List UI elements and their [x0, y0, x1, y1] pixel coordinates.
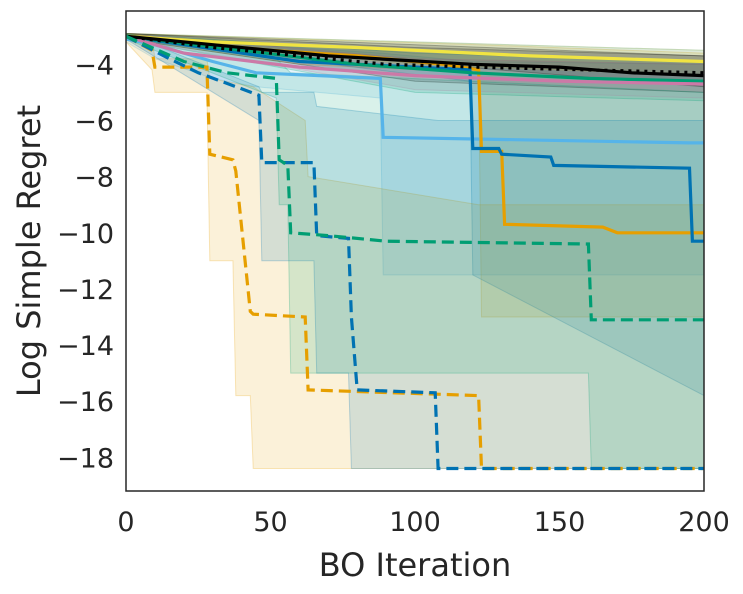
y-tick-label: −12 [57, 275, 114, 306]
x-tick-label: 100 [389, 507, 441, 538]
series-line-4 [126, 34, 704, 64]
y-axis-ticks: −4 −6 −8 −10 −12 −14 −16 −18 [57, 50, 114, 474]
x-tick-label: 0 [117, 507, 134, 538]
series-line-10 [126, 34, 704, 322]
series-line-6 [126, 34, 704, 78]
y-tick-label: −18 [57, 443, 114, 474]
series-line-5 [126, 34, 704, 86]
y-tick-label: −4 [74, 50, 114, 81]
x-tick-label: 150 [534, 507, 586, 538]
x-tick-label: 200 [678, 507, 730, 538]
series-line-2 [126, 34, 704, 243]
x-axis-ticks: 0 50 100 150 200 [117, 507, 729, 538]
y-tick-label: −16 [57, 387, 114, 418]
series-lines [126, 34, 704, 471]
y-tick-label: −6 [74, 106, 114, 137]
series-line-8 [126, 34, 704, 471]
y-axis-label: Log Simple Regret [10, 105, 48, 397]
series-line-9 [126, 34, 704, 471]
y-tick-label: −8 [74, 163, 114, 194]
y-tick-label: −14 [57, 331, 114, 362]
series-band-8 [126, 32, 704, 469]
series-line-7 [126, 34, 704, 75]
plot-frame [125, 10, 705, 492]
x-tick-label: 50 [253, 507, 287, 538]
x-axis-label: BO Iteration [319, 546, 511, 584]
y-tick-label: −10 [57, 219, 114, 250]
